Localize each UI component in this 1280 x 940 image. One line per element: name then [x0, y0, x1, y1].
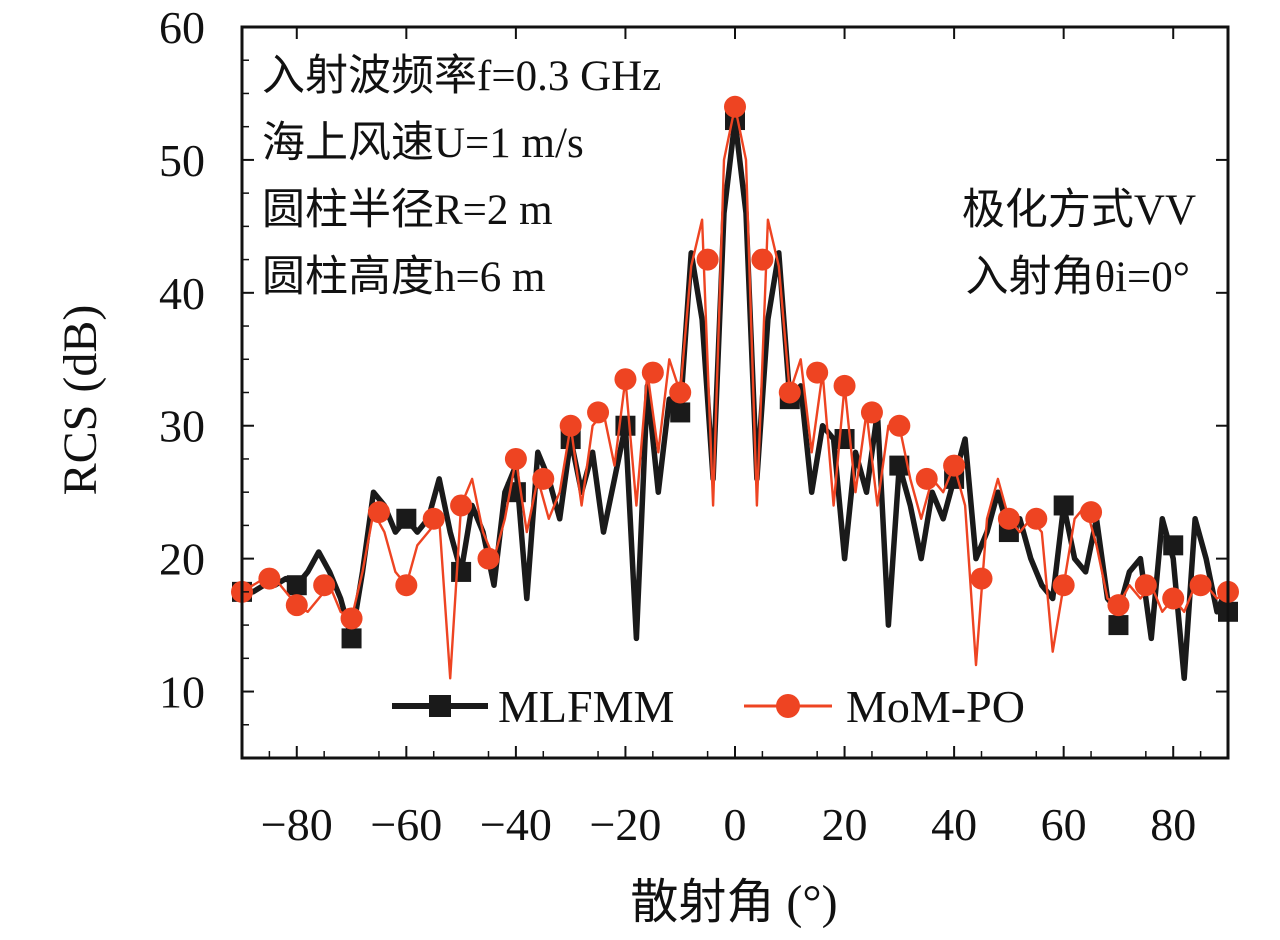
data-point-circle [1052, 574, 1075, 597]
annotation-block-left: 入射波频率f=0.3 GHz 海上风速U=1 m/s 圆柱半径R=2 m 圆柱高… [262, 52, 661, 301]
legend-mlfmm-label: MLFMM [498, 681, 674, 732]
data-point-square [396, 508, 417, 529]
annotation-cylinder-height: 圆柱高度h=6 m [262, 254, 545, 301]
data-point-circle [258, 567, 281, 590]
data-point-circle [833, 374, 856, 397]
data-point-circle [641, 361, 664, 384]
data-point-circle [587, 401, 610, 424]
annotation-frequency: 入射波频率f=0.3 GHz [262, 52, 661, 100]
data-point-circle [559, 414, 582, 437]
y-tick-label: 60 [159, 2, 205, 53]
data-point-circle [1025, 507, 1048, 530]
data-point-circle [1162, 587, 1185, 610]
legend-mompo-label: MoM-PO [846, 681, 1025, 732]
series-layer [231, 95, 1239, 682]
y-tick-label: 40 [159, 268, 205, 319]
y-axis-label: RCS (dB) [54, 305, 107, 496]
data-point-circle [1134, 574, 1157, 597]
data-point-circle [888, 414, 911, 437]
data-point-square [286, 575, 307, 596]
data-point-circle [860, 401, 883, 424]
data-point-circle [313, 574, 336, 597]
data-point-circle [751, 248, 774, 271]
data-point-circle [477, 547, 500, 570]
data-point-circle [724, 95, 746, 118]
data-point-circle [504, 447, 527, 470]
x-tick-label: 80 [1150, 799, 1196, 850]
x-tick-label: 60 [1041, 799, 1087, 850]
data-point-circle [395, 574, 418, 597]
x-tick-label: −40 [480, 799, 552, 850]
legend-mlfmm-marker [429, 695, 451, 717]
data-point-circle [340, 607, 363, 630]
data-point-circle [997, 507, 1020, 530]
data-point-circle [806, 361, 829, 384]
data-point-circle [669, 381, 692, 404]
data-point-circle [532, 467, 555, 490]
data-point-circle [285, 594, 308, 617]
y-tick-label: 50 [159, 135, 205, 186]
data-point-square [670, 402, 691, 423]
annotation-polarization: 极化方式VV [962, 187, 1196, 234]
legend-mompo-marker [776, 694, 800, 718]
tick-labels-layer: −80 −60 −40 −20 0 20 40 60 80 10 20 30 40 50 60 [159, 2, 1196, 850]
data-point-circle [915, 467, 938, 490]
data-point-circle [778, 381, 801, 404]
x-axis-label: 散射角 (°) [630, 876, 837, 929]
x-tick-label: −20 [589, 799, 661, 850]
data-point-circle [1189, 574, 1212, 597]
data-point-square [1053, 495, 1074, 516]
data-point-square [451, 561, 472, 582]
x-tick-label: −60 [370, 799, 442, 850]
series-mlfmm [232, 110, 1238, 682]
data-point-square [889, 455, 910, 476]
data-point-circle [367, 501, 390, 524]
ticks-layer [242, 26, 1228, 758]
series-mom-po [231, 95, 1239, 680]
y-tick-label: 10 [159, 667, 205, 718]
data-point-circle [1107, 594, 1130, 617]
data-point-circle [970, 567, 993, 590]
annotation-block-right: 极化方式VV 入射角θi=0° [962, 187, 1196, 301]
y-tick-label: 30 [159, 401, 205, 452]
data-point-circle [943, 454, 966, 477]
legend: MLFMM MoM-PO [392, 681, 1025, 732]
x-tick-label: −80 [261, 799, 333, 850]
x-tick-label: 0 [724, 799, 747, 850]
data-point-circle [696, 248, 719, 271]
x-tick-label: 40 [931, 799, 977, 850]
y-tick-label: 20 [159, 534, 205, 585]
data-point-circle [614, 368, 637, 391]
data-point-square [1108, 615, 1129, 636]
data-point-circle [422, 507, 445, 530]
data-point-circle [450, 494, 473, 517]
annotation-cylinder-radius: 圆柱半径R=2 m [262, 187, 553, 234]
x-tick-label: 20 [822, 799, 868, 850]
data-point-square [341, 628, 362, 649]
data-point-circle [1080, 501, 1103, 524]
annotation-incidence-angle: 入射角θi=0° [966, 254, 1191, 301]
annotation-wind-speed: 海上风速U=1 m/s [262, 120, 584, 167]
data-point-square [1163, 535, 1184, 556]
